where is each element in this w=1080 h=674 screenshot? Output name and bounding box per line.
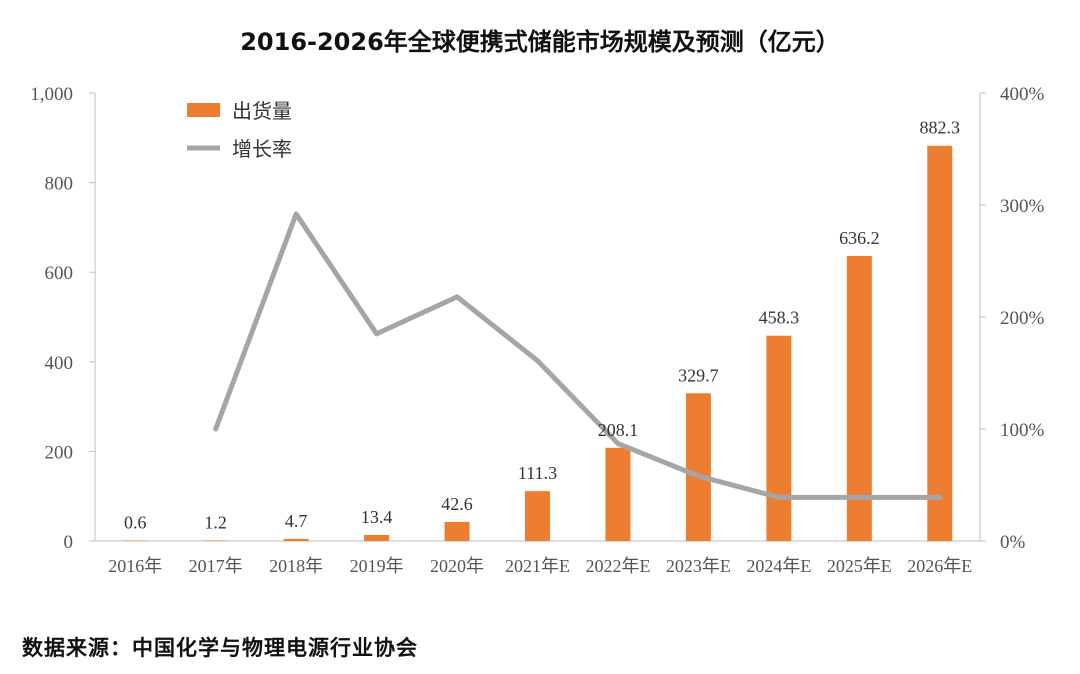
data-label: 1.2 bbox=[204, 512, 227, 532]
data-label: 329.7 bbox=[678, 365, 719, 385]
legend-swatch-bar bbox=[187, 103, 220, 117]
bar bbox=[525, 491, 550, 541]
right-tick-label: 100% bbox=[1000, 420, 1045, 441]
legend-label-line: 增长率 bbox=[232, 137, 292, 161]
growth-rate-line bbox=[213, 211, 943, 500]
data-label: 882.3 bbox=[920, 118, 961, 138]
data-label: 636.2 bbox=[839, 228, 880, 248]
bar bbox=[203, 540, 229, 541]
left-tick-label: 1,000 bbox=[30, 84, 73, 105]
data-label: 458.3 bbox=[759, 308, 800, 328]
x-tick-label: 2019年 bbox=[350, 556, 404, 576]
x-tick-label: 2022年E bbox=[585, 556, 650, 576]
bar bbox=[927, 145, 953, 541]
right-tick-label: 0% bbox=[1000, 532, 1026, 553]
x-tick-label: 2025年E bbox=[827, 556, 892, 576]
data-label: 42.6 bbox=[441, 494, 473, 514]
x-tick-label: 2018年 bbox=[269, 556, 323, 576]
bars bbox=[122, 145, 953, 541]
bar bbox=[444, 521, 470, 541]
data-label: 4.7 bbox=[285, 511, 308, 531]
bar bbox=[685, 393, 711, 541]
bar bbox=[283, 538, 309, 541]
left-tick-label: 0 bbox=[64, 532, 74, 553]
data-labels: 0.6 1.2 4.7 13.4 42.6 111.3 208.1 329.7 458.3 636… bbox=[124, 118, 960, 533]
bar bbox=[846, 255, 872, 541]
legend-label-bar: 出货量 bbox=[232, 99, 292, 123]
left-tick-label: 800 bbox=[45, 174, 74, 195]
right-tick-label: 200% bbox=[1000, 308, 1045, 329]
x-tick-label: 2017年 bbox=[189, 556, 243, 576]
right-tick-label: 400% bbox=[1000, 84, 1045, 105]
x-tick-label: 2020年 bbox=[430, 556, 484, 576]
data-label: 208.1 bbox=[598, 420, 639, 440]
axes: 0 200 400 600 800 1,000 0% 100% 200% 300% 400% bbox=[30, 84, 1044, 553]
left-tick-label: 600 bbox=[45, 263, 74, 284]
bar bbox=[122, 540, 148, 541]
data-label: 13.4 bbox=[361, 507, 393, 527]
left-tick-label: 200 bbox=[45, 442, 74, 463]
left-tick-label: 400 bbox=[45, 353, 74, 374]
right-tick-label: 300% bbox=[1000, 196, 1045, 217]
x-tick-label: 2021年E bbox=[505, 556, 570, 576]
x-tick-label: 2026年E bbox=[907, 556, 972, 576]
bar bbox=[605, 447, 631, 541]
x-tick-label: 2023年E bbox=[666, 556, 731, 576]
x-tick-label: 2024年E bbox=[746, 556, 811, 576]
data-label: 111.3 bbox=[518, 463, 557, 483]
bar bbox=[364, 534, 390, 541]
chart-title: 2016-2026年全球便携式储能市场规模及预测（亿元） bbox=[240, 28, 840, 56]
x-tick-labels: 2016年 2017年 2018年 2019年 2020年 2021年E 2022年E 202… bbox=[108, 556, 972, 576]
bar bbox=[766, 335, 792, 541]
x-tick-label: 2016年 bbox=[108, 556, 162, 576]
growth-line bbox=[213, 211, 943, 500]
data-label: 0.6 bbox=[124, 513, 147, 533]
source-note: 数据来源：中国化学与物理电源行业协会 bbox=[22, 636, 418, 660]
